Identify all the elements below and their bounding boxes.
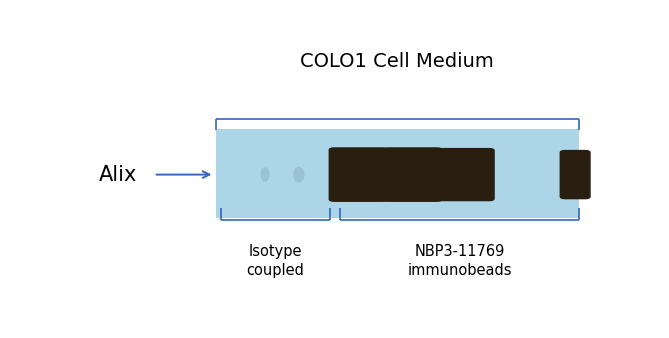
Text: COLO1 Cell Medium: COLO1 Cell Medium [300,52,494,71]
Text: NBP3-11769
immunobeads: NBP3-11769 immunobeads [407,244,512,279]
Ellipse shape [293,167,304,183]
FancyBboxPatch shape [559,150,591,199]
FancyBboxPatch shape [328,147,388,202]
FancyBboxPatch shape [438,148,495,201]
Text: Isotype
coupled: Isotype coupled [246,244,304,279]
Text: Alix: Alix [99,165,138,185]
Bar [216,129,579,218]
Ellipse shape [260,167,270,182]
FancyBboxPatch shape [383,147,443,202]
